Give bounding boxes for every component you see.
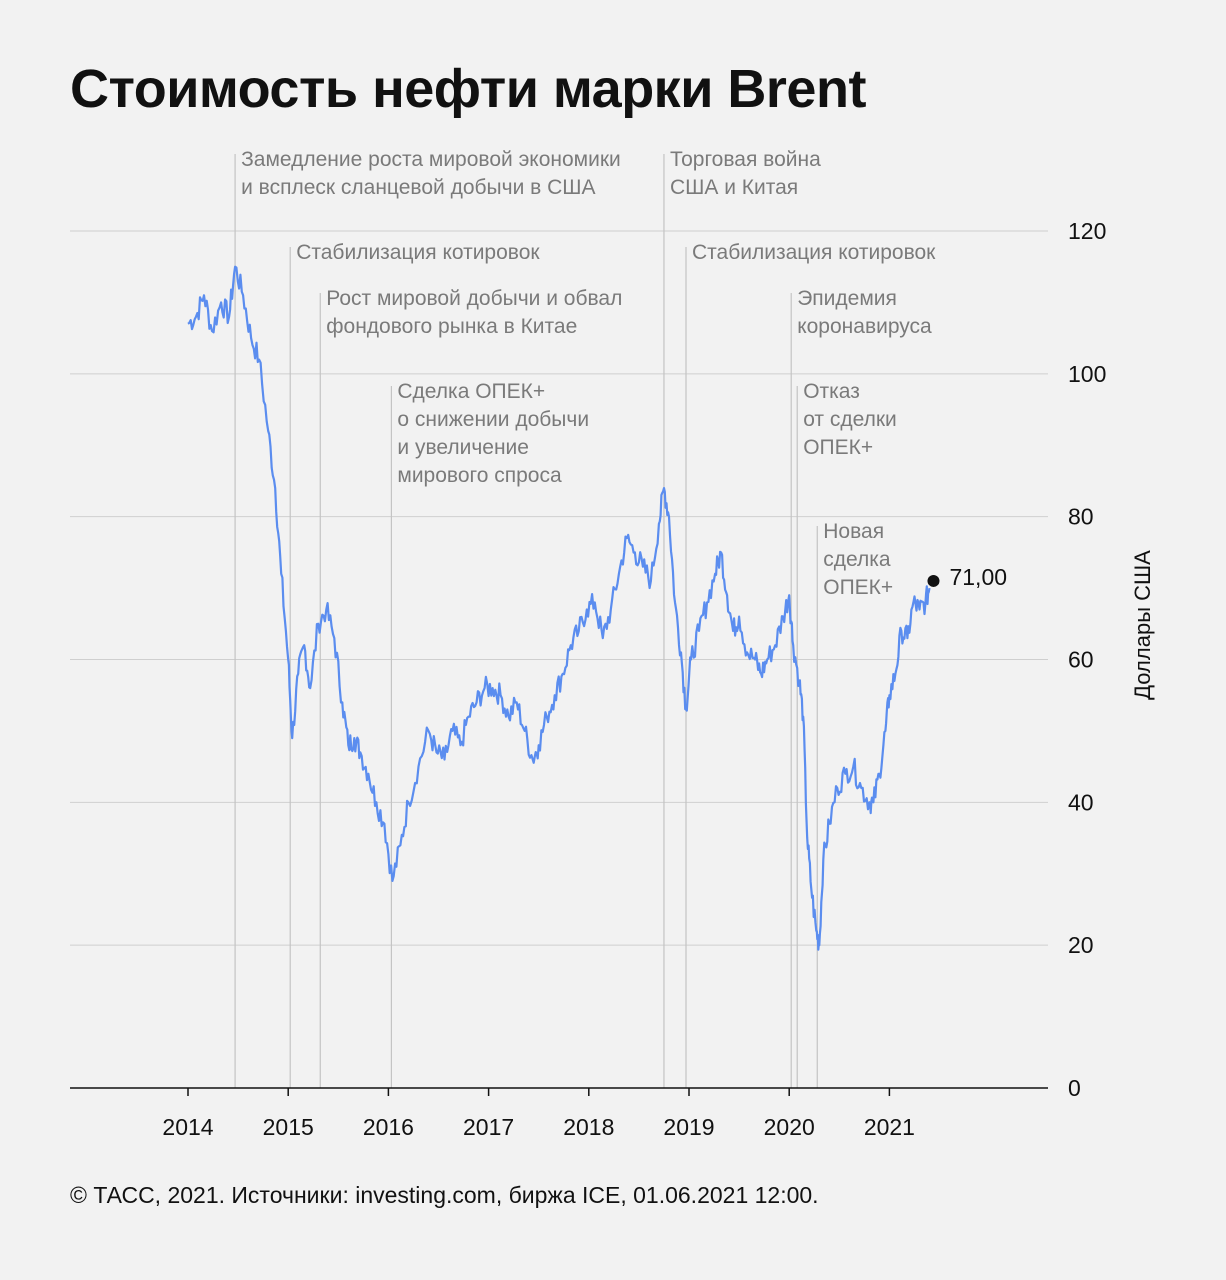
event-annotation-line: Отказ (803, 380, 860, 403)
event-annotation: Замедление роста мировой экономики и вспл… (241, 148, 621, 199)
x-tick-label: 2016 (363, 1114, 414, 1140)
event-annotation-line: Новая (823, 520, 884, 543)
x-tick-label: 2018 (563, 1114, 614, 1140)
y-tick-label: 40 (1068, 789, 1094, 815)
x-tick-label: 2021 (864, 1114, 915, 1140)
event-lines (234, 154, 818, 1088)
event-annotation-line: Замедление роста мировой экономики (241, 148, 621, 171)
event-annotation-line: фондового рынка в Китае (326, 315, 577, 338)
x-tick-label: 2019 (663, 1114, 714, 1140)
y-tick-label: 60 (1068, 647, 1094, 673)
event-annotation: Новая сделка ОПЕК+ (823, 520, 893, 599)
event-annotation-line: от сделки (803, 408, 897, 431)
y-tick-label: 20 (1068, 932, 1094, 958)
x-tick-label: 2014 (162, 1114, 213, 1140)
chart-title: Стоимость нефти марки Brent (70, 59, 866, 119)
y-axis-label: Доллары США (1130, 550, 1155, 700)
event-annotation-line: и всплеск сланцевой добычи в США (241, 176, 595, 199)
event-annotation-line: Эпидемия (797, 287, 897, 310)
event-annotation: Рост мировой добычи и обвал фондового рын… (326, 287, 622, 338)
event-annotation-line: и увеличение (397, 436, 529, 459)
axes (70, 1087, 1048, 1096)
event-annotation: Эпидемия коронавируса (797, 287, 932, 338)
event-annotation: Отказ от сделки ОПЕК+ (803, 380, 897, 459)
source-footer: © ТАСС, 2021. Источники: investing.com, … (70, 1182, 819, 1208)
y-tick-label: 120 (1068, 218, 1106, 244)
x-tick-label: 2015 (263, 1114, 314, 1140)
event-annotation-line: Сделка ОПЕК+ (397, 380, 545, 403)
event-annotation-line: мирового спроса (397, 464, 562, 487)
price-series (187, 265, 940, 951)
event-annotation-line: сделка (823, 548, 891, 571)
event-annotation: Торговая война США и Китая (670, 148, 821, 199)
x-tick-label: 2020 (764, 1114, 815, 1140)
event-annotation: Стабилизация котировок (692, 241, 936, 264)
event-annotation: Сделка ОПЕК+ о снижении добычи и увеличени… (397, 380, 589, 487)
event-annotation-line: коронавируса (797, 315, 932, 338)
event-annotation-line: Рост мировой добычи и обвал (326, 287, 622, 310)
event-annotation-line: Стабилизация котировок (692, 241, 936, 264)
chart-labels: 0 20 40 60 80 100 120 2014 2015 2016 2017 2018 2019 2… (162, 148, 1155, 1140)
event-annotation-line: США и Китая (670, 176, 798, 199)
event-annotation: Стабилизация котировок (296, 241, 540, 264)
x-tick-label: 2017 (463, 1114, 514, 1140)
last-value-label: 71,00 (949, 564, 1007, 590)
event-annotation-line: ОПЕК+ (803, 436, 873, 459)
y-tick-label: 0 (1068, 1075, 1081, 1101)
gridlines (70, 230, 1048, 946)
event-annotation-line: Стабилизация котировок (296, 241, 540, 264)
event-annotation-line: о снижении добычи (397, 408, 589, 431)
last-value-dot (927, 574, 940, 587)
brent-price-line (187, 265, 931, 951)
y-tick-label: 100 (1068, 361, 1106, 387)
event-annotation-line: ОПЕК+ (823, 576, 893, 599)
event-annotation-line: Торговая война (670, 148, 821, 171)
y-tick-label: 80 (1068, 504, 1094, 530)
